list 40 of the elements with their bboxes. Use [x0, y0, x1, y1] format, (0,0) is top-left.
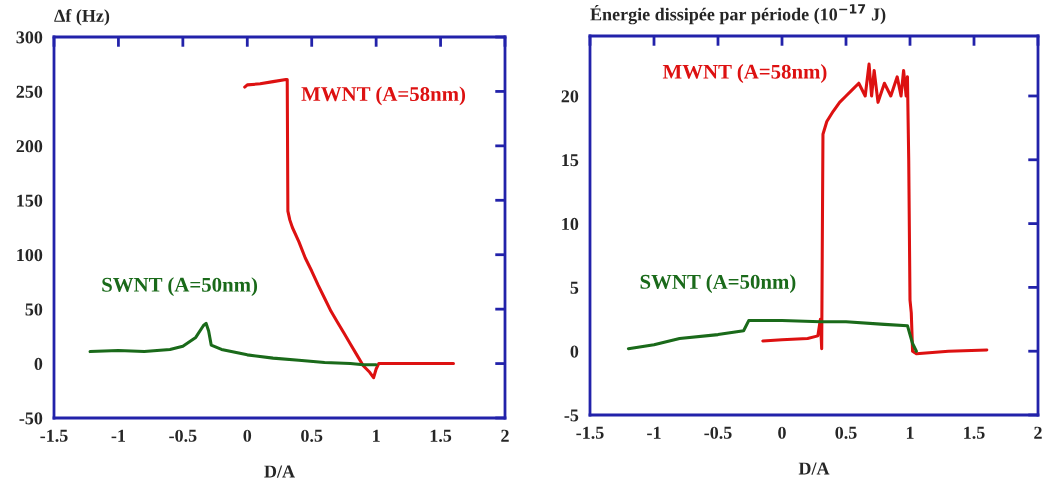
y-tick-label: 250 [16, 85, 43, 98]
y-tick-label: 0 [34, 357, 43, 371]
y-tick-label: 300 [16, 31, 43, 44]
y-tick-label: 0 [570, 345, 579, 358]
x-tick-label: 2 [501, 429, 509, 442]
x-tick-label: 0.5 [301, 429, 323, 442]
line-series [626, 319, 918, 353]
x-tick-label: 1 [906, 426, 914, 439]
y-tick-label: 200 [16, 140, 43, 153]
y-tick-label: 5 [570, 281, 579, 294]
x-tick-label: 0 [778, 426, 786, 439]
x-tick-label: 1 [373, 429, 380, 442]
y-tick-label: 10 [562, 217, 579, 231]
x-tick-label: -1 [647, 426, 661, 439]
series-label: MWNT (A=58nm) [662, 64, 827, 83]
y-tick-label: 100 [17, 248, 43, 262]
y-tick-label: 20 [561, 90, 579, 103]
y-tick-label: 50 [25, 303, 43, 316]
text: SWNT (A=50nm) [102, 277, 258, 297]
y-tick-label: 15 [562, 154, 579, 167]
x-tick-label: -1.5 [576, 426, 604, 439]
y-tick-label: 150 [17, 194, 43, 207]
y-axis-title: Δf (Hz) [54, 9, 110, 26]
x-tick-label: 2 [1034, 426, 1042, 439]
x-tick-label: 1.5 [964, 426, 985, 439]
x-tick-label: 1.5 [430, 429, 452, 442]
series-label: MWNT (A=58nm) [301, 86, 466, 106]
x-tick-label: -0.5 [169, 429, 197, 442]
y-axis-title: Énergie dissipée par période (10$^{−17}$ J) [590, 4, 886, 25]
y-tick-label: -50 [19, 412, 43, 425]
line-series [88, 321, 378, 367]
x-tick-label: 0.5 [835, 426, 857, 439]
x-tick-label: -1.5 [40, 429, 68, 442]
x-tick-label: 0 [243, 429, 252, 442]
x-tick-label: -1 [111, 429, 126, 442]
x-axis-title: D/A [264, 465, 295, 478]
y-tick-label: -5 [564, 409, 579, 422]
series-label: SWNT (A=50nm) [640, 274, 796, 294]
x-tick-label: -0.5 [704, 426, 732, 439]
x-axis-title: D/A [798, 462, 830, 475]
